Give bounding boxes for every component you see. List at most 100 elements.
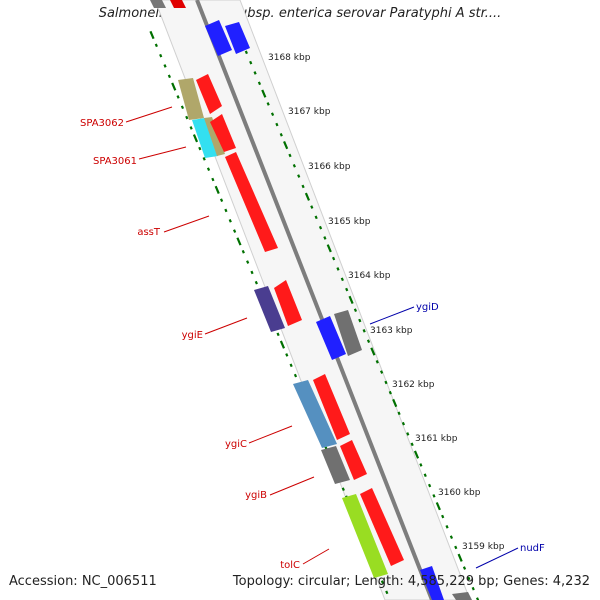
- ruler-tick: [358, 318, 362, 323]
- gene-block-spa3062: [178, 78, 204, 120]
- ruler-tick: [250, 270, 254, 275]
- accession-text: Accession: NC_006511: [9, 574, 157, 589]
- gene-label-ygib[interactable]: ygiB: [245, 490, 267, 501]
- ruler-tick: [362, 329, 366, 333]
- ruler-tick: [289, 363, 293, 368]
- gene-block-top-blue-1: [205, 20, 232, 56]
- ruler-tick: [314, 215, 318, 220]
- ruler-tick: [435, 502, 441, 511]
- ruler-tick: [211, 177, 215, 182]
- tick-label: 3168 kbp: [268, 53, 311, 63]
- ruler-tick: [462, 566, 467, 570]
- gene-leader-line: [369, 306, 415, 325]
- ruler-tick: [254, 280, 258, 285]
- ruler-tick: [301, 184, 305, 189]
- ruler-tick: [292, 163, 296, 168]
- ruler-tick: [279, 340, 286, 349]
- ruler-tick: [276, 332, 280, 337]
- ruler-tick: [275, 122, 279, 127]
- ruler-tick: [171, 82, 177, 91]
- tick-label: 3166 kbp: [308, 162, 351, 172]
- ruler-tick: [297, 174, 301, 178]
- gene-label-ygid[interactable]: ygiD: [416, 302, 439, 313]
- ruler-tick: [428, 483, 432, 488]
- ruler-tick: [198, 146, 202, 151]
- ruler-tick: [224, 208, 228, 213]
- right-dotted-ruler: [239, 37, 480, 600]
- ruler-tick: [432, 494, 436, 498]
- ruler-tick: [189, 126, 193, 130]
- ruler-tick: [388, 390, 392, 395]
- ruler-tick: [310, 205, 314, 209]
- ruler-tick: [370, 347, 376, 356]
- gene-arrow-spa3062: [196, 74, 222, 114]
- gene-block-spa3061-khaki: [204, 117, 225, 156]
- gene-block-ygic: [293, 380, 337, 448]
- gene-leader-line: [248, 425, 293, 444]
- gene-arrow-tolc: [360, 488, 404, 566]
- ruler-tick: [340, 277, 344, 282]
- gene-block-ygid-blue: [316, 316, 346, 360]
- ruler-tick: [336, 267, 340, 271]
- gene-arrow-asst: [225, 152, 278, 252]
- ruler-tick: [279, 133, 283, 137]
- tick-label: 3163 kbp: [370, 326, 413, 336]
- ruler-tick: [467, 576, 471, 581]
- ruler-tick: [270, 112, 275, 117]
- ruler-tick: [219, 198, 224, 202]
- ruler-tick: [202, 157, 206, 161]
- ruler-tick: [423, 473, 427, 478]
- gene-label-ygic[interactable]: ygiC: [225, 439, 247, 450]
- gene-label-ygie[interactable]: ygiE: [182, 330, 203, 341]
- gene-label-tolc[interactable]: tolC: [280, 560, 300, 571]
- ruler-tick: [410, 442, 414, 447]
- ruler-tick: [397, 411, 401, 416]
- ruler-tick: [449, 535, 454, 539]
- ruler-tick: [163, 64, 167, 68]
- tick-label: 3162 kbp: [392, 380, 435, 390]
- gene-arrow-ygic: [313, 374, 350, 440]
- ruler-tick: [228, 218, 232, 223]
- ruler-tick: [241, 249, 245, 254]
- gene-arrow-ygib: [340, 440, 367, 480]
- gene-leader-line: [204, 317, 248, 335]
- gene-label-spa3061[interactable]: SPA3061: [93, 156, 137, 167]
- gene-label-asst[interactable]: assT: [137, 227, 161, 238]
- ruler-tick: [454, 545, 458, 550]
- gene-label-nudf[interactable]: nudF: [520, 543, 545, 554]
- ruler-tick: [214, 185, 220, 194]
- tick-label: 3160 kbp: [438, 488, 481, 498]
- tick-label: 3165 kbp: [328, 217, 371, 227]
- ruler-tick: [345, 287, 349, 292]
- ruler-tick: [266, 102, 270, 106]
- ruler-tick: [471, 586, 475, 591]
- tick-label: 3161 kbp: [415, 434, 458, 444]
- ruler-tick: [192, 134, 199, 143]
- ruler-tick: [341, 487, 345, 491]
- gene-leader-line: [125, 106, 173, 123]
- gene-block-ygib: [321, 446, 350, 484]
- ruler-tick: [380, 370, 384, 374]
- ruler-tick: [167, 74, 171, 79]
- ruler-tick: [304, 192, 311, 201]
- backbone-line: [195, 0, 434, 600]
- ruler-tick: [326, 244, 332, 253]
- ruler-tick: [288, 153, 292, 158]
- ruler-tick: [293, 373, 298, 378]
- tick-labels: 3168 kbp 3167 kbp 3166 kbp 3165 kbp 3164 kbp…: [268, 53, 505, 552]
- ruler-tick: [392, 398, 398, 408]
- ruler-tick: [323, 236, 327, 240]
- ruler-tick: [176, 95, 180, 99]
- ruler-tick: [380, 580, 385, 584]
- gene-arrow-spa3061: [210, 114, 236, 152]
- tick-label: 3164 kbp: [348, 271, 391, 281]
- ruler-tick: [384, 380, 388, 385]
- gene-leader-line: [269, 476, 315, 496]
- gene-label-spa3062[interactable]: SPA3062: [80, 118, 124, 129]
- ruler-tick: [445, 525, 449, 529]
- left-gene-labels: SPA3062 SPA3061 assT ygiE ygiC ygiB tolC: [80, 106, 330, 571]
- ruler-tick: [283, 141, 289, 150]
- gene-block-tolc: [342, 494, 388, 578]
